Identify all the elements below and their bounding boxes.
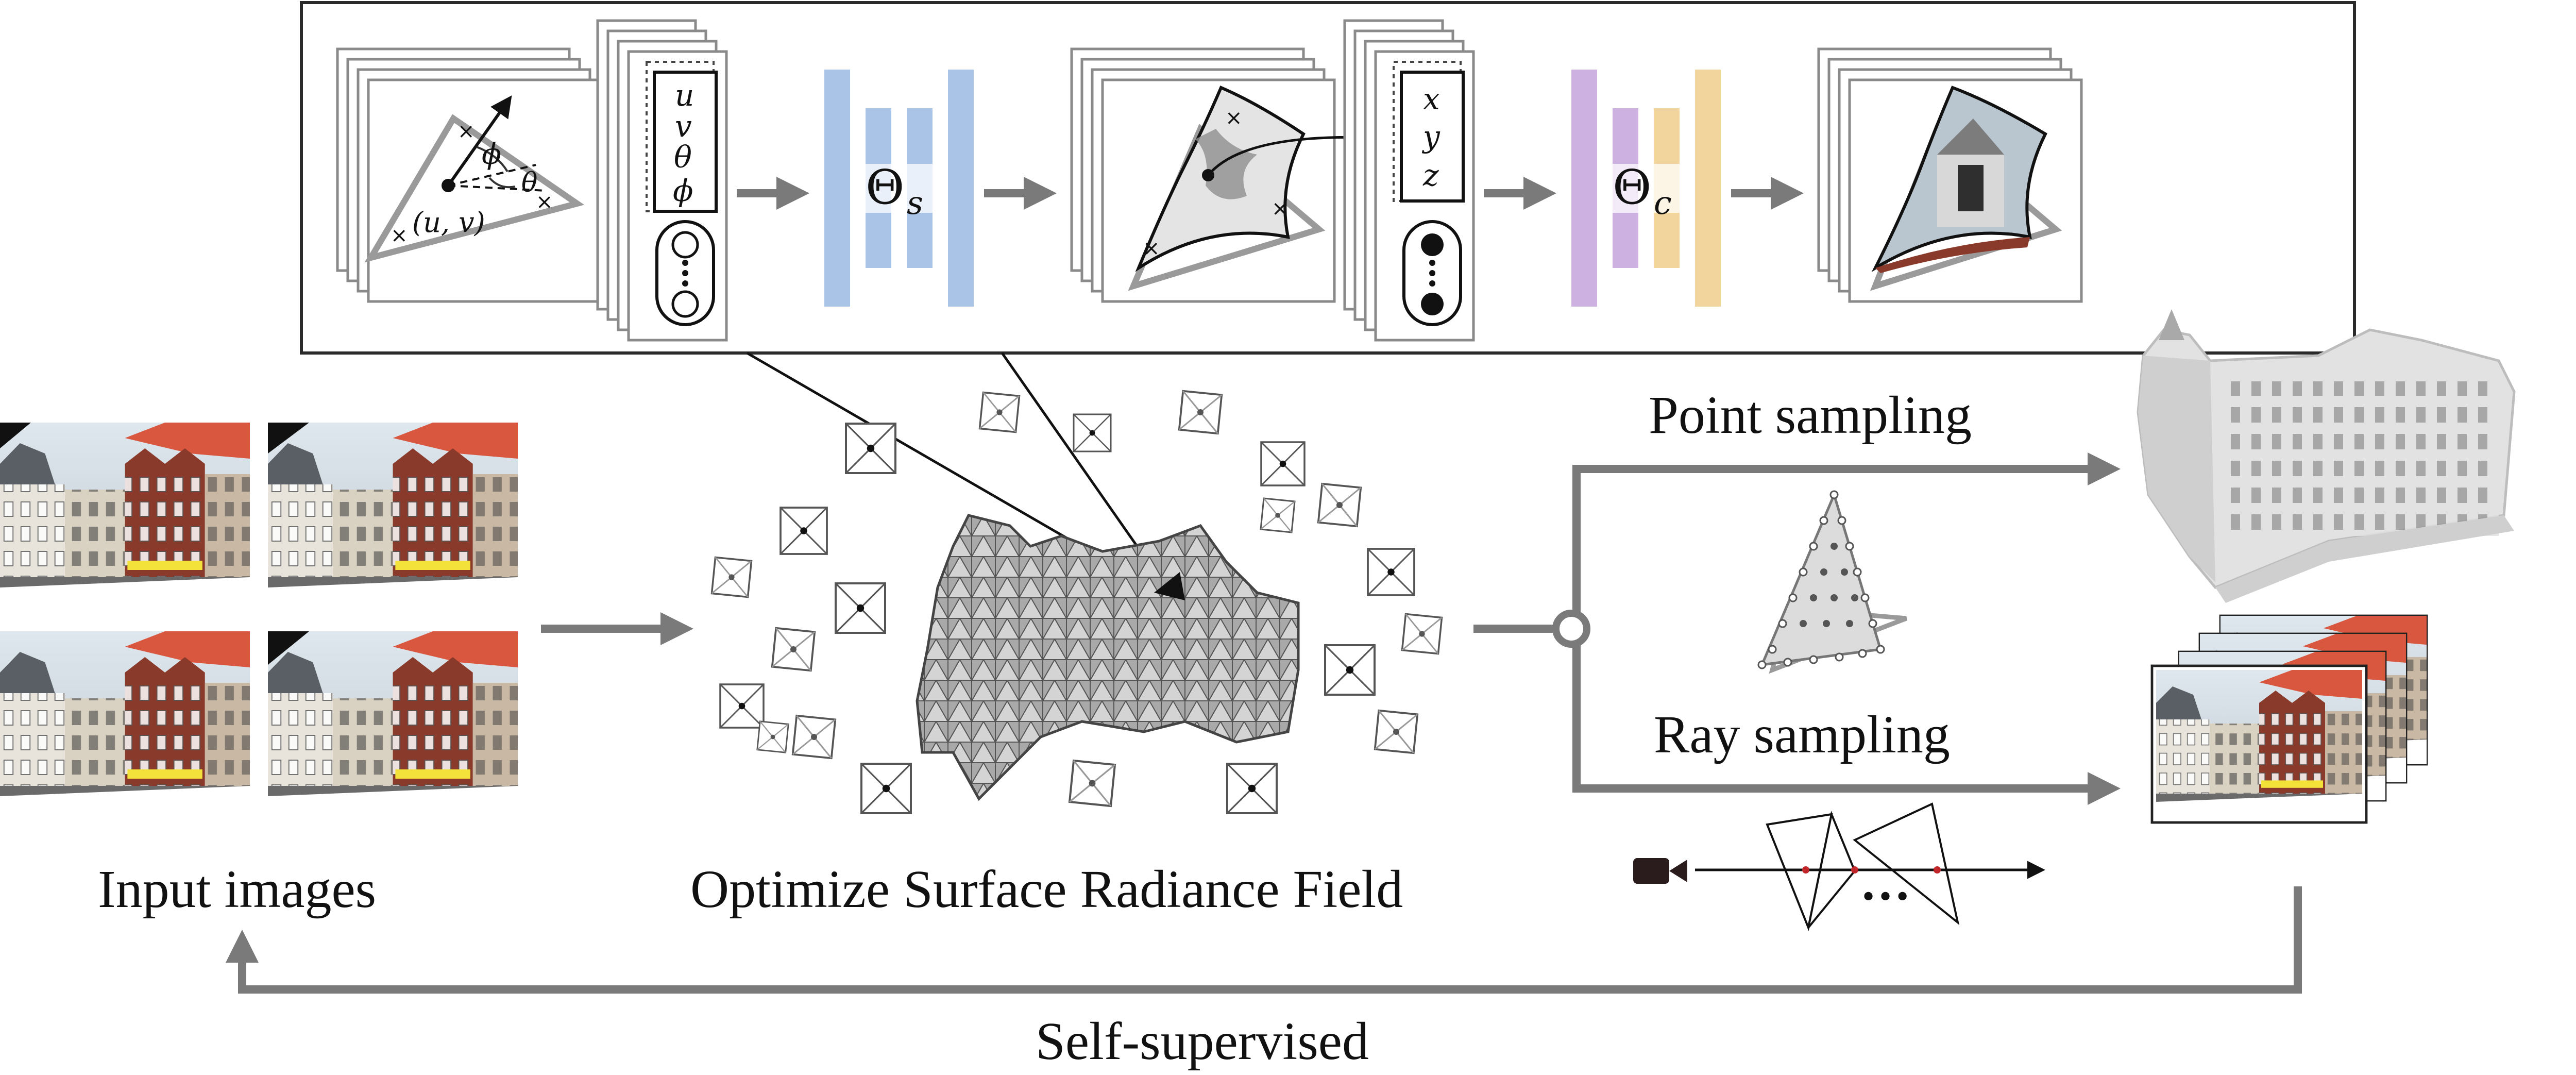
ray-sampling-illustration: ••• (1633, 802, 2045, 931)
xyz-vector-stack: x y z (1343, 19, 1475, 342)
var-theta: θ (674, 140, 692, 175)
triangle-stack: ϕ θ (u, v) × × × (336, 47, 602, 303)
input-images-label: Input images (98, 860, 376, 919)
mesh-with-cameras: Optimize Surface Radiance Field (690, 390, 1443, 919)
var-x: x (1423, 81, 1440, 116)
var-y: y (1421, 119, 1440, 154)
theta-s-subscript: s (907, 184, 923, 222)
point-sampling-label: Point sampling (1649, 385, 1972, 445)
theta-c-subscript: c (1654, 184, 1672, 222)
marker-x-icon: × (536, 190, 553, 214)
input-images: Input images (0, 423, 518, 919)
theta-s-network: Θ s (824, 70, 974, 307)
uv-label: (u, v) (412, 206, 485, 239)
input-image (268, 423, 518, 608)
theta-symbol: θ (521, 167, 537, 198)
camera-icon (1633, 858, 1687, 884)
self-supervised-label: Self-supervised (1036, 1012, 1369, 1071)
var-z: z (1422, 158, 1439, 193)
rendered-images (2150, 614, 2428, 824)
var-phi: ϕ (673, 173, 693, 208)
surface-patch-stack: × × × (1070, 47, 1404, 303)
surface-triangle (364, 114, 585, 263)
theta-s-label: Θ (866, 160, 904, 215)
branch-node (1552, 610, 1590, 648)
marker-x-icon: × (391, 224, 408, 247)
reconstructed-mesh (2137, 309, 2516, 603)
phi-symbol: ϕ (482, 138, 501, 171)
theta-c-label: Θ (1613, 160, 1651, 215)
ray-sampling-label: Ray sampling (1654, 705, 1950, 764)
branch-arrows: Point sampling Ray sampling (1473, 385, 2121, 805)
textured-patch-stack (1817, 47, 2083, 303)
marker-x-icon: × (457, 120, 475, 143)
marker-x-icon: × (1225, 106, 1243, 130)
triangle-mesh (916, 514, 1300, 801)
marker-x-icon: × (1143, 237, 1160, 260)
network-panel: ϕ θ (u, v) × × × u v θ ϕ (300, 1, 2356, 355)
var-u: u (675, 78, 694, 113)
point-sampled-triangle (1757, 490, 1907, 674)
input-image (0, 631, 250, 817)
input-image (268, 631, 518, 817)
optimize-label: Optimize Surface Radiance Field (690, 860, 1403, 919)
input-image (0, 423, 250, 608)
theta-c-network: Θ c (1571, 70, 1721, 307)
var-v: v (675, 109, 692, 144)
input-vector-stack: u v θ ϕ (596, 19, 728, 342)
marker-x-icon: × (1272, 197, 1289, 221)
ellipsis: ••• (1860, 881, 1911, 914)
